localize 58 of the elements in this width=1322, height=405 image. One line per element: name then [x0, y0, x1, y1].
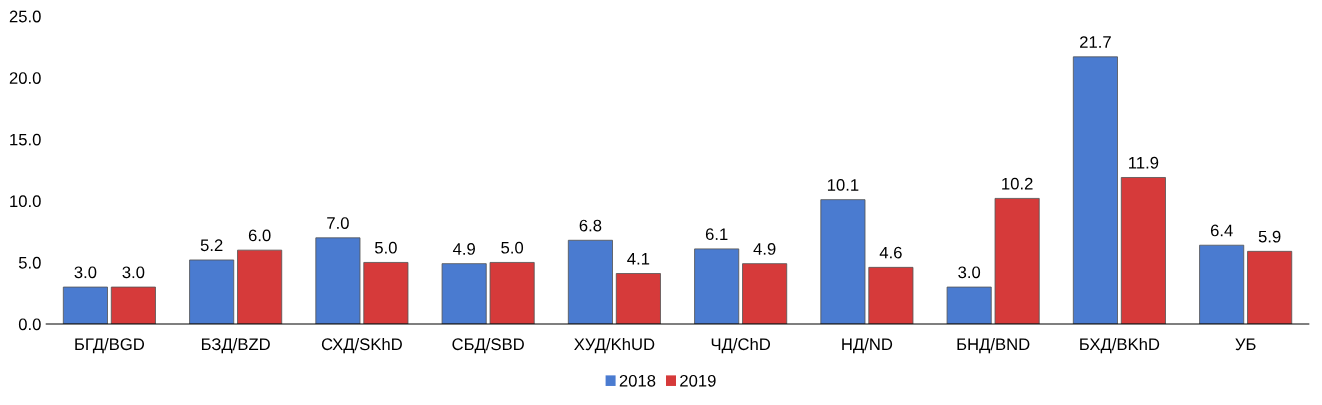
data-label: 4.9: [753, 243, 776, 255]
bar: [489, 262, 535, 324]
bar: [994, 198, 1040, 324]
data-label: 7.0: [327, 217, 349, 229]
bar: [1072, 56, 1118, 324]
data-label: 4.6: [879, 246, 902, 259]
x-tick-label: БЗД/BZD: [201, 337, 270, 354]
bar: [315, 237, 361, 324]
y-tick-label: 0.0: [18, 318, 41, 331]
data-label: 11.9: [1129, 156, 1159, 169]
x-tick-label: ЧД/ChD: [711, 337, 771, 354]
bar: [868, 266, 914, 324]
data-label: 5.0: [501, 241, 524, 254]
data-label: 4.9: [452, 243, 475, 255]
x-tick-label: БХД/BKhD: [1080, 337, 1160, 354]
y-tick-label: 5.0: [18, 256, 41, 269]
bar: [363, 262, 409, 324]
x-tick-label: НД/ND: [842, 337, 893, 354]
bar: [1199, 244, 1245, 324]
bar: [1120, 177, 1166, 324]
legend-label: 2019: [680, 374, 716, 387]
data-label: 6.0: [248, 229, 271, 242]
data-label: 5.2: [200, 239, 223, 252]
data-label: 5.0: [374, 241, 397, 254]
data-label: 6.1: [705, 228, 728, 241]
bar: [694, 248, 740, 324]
bar: [189, 259, 235, 324]
bar: [441, 263, 487, 324]
bar: [567, 239, 613, 324]
x-tick-label: БНД/BND: [957, 337, 1030, 354]
x-tick-label: СБД/SBD: [452, 337, 524, 354]
bar: [237, 249, 283, 324]
y-tick-label: 20.0: [9, 72, 41, 84]
bar: [62, 286, 108, 324]
data-label: 5.9: [1258, 230, 1281, 243]
y-tick-label: 15.0: [10, 133, 41, 146]
data-label: 3.0: [958, 266, 981, 279]
bar: [110, 286, 156, 324]
bar: [742, 263, 788, 324]
y-tick-label: 25.0: [9, 10, 41, 23]
legend-label: 2018: [619, 374, 656, 387]
x-tick-label: БГД/BGD: [75, 337, 145, 354]
data-label: 10.1: [827, 179, 859, 191]
data-label: 3.0: [122, 266, 145, 279]
data-label: 6.4: [1210, 224, 1233, 237]
data-label: 6.8: [579, 219, 602, 232]
bar: [820, 199, 866, 324]
data-label: 4.1: [627, 253, 650, 265]
x-tick-label: СХД/SKhD: [321, 337, 402, 354]
data-label: 3.0: [74, 266, 97, 279]
bar: [946, 286, 992, 324]
bar: [1247, 250, 1293, 324]
x-tick-label: ХУД/KhUD: [574, 337, 655, 354]
bar: [615, 273, 661, 324]
y-tick-label: 10.0: [10, 195, 41, 208]
x-tick-label: УБ: [1235, 338, 1256, 351]
data-label: 10.2: [1002, 177, 1033, 190]
data-label: 21.7: [1080, 36, 1111, 48]
